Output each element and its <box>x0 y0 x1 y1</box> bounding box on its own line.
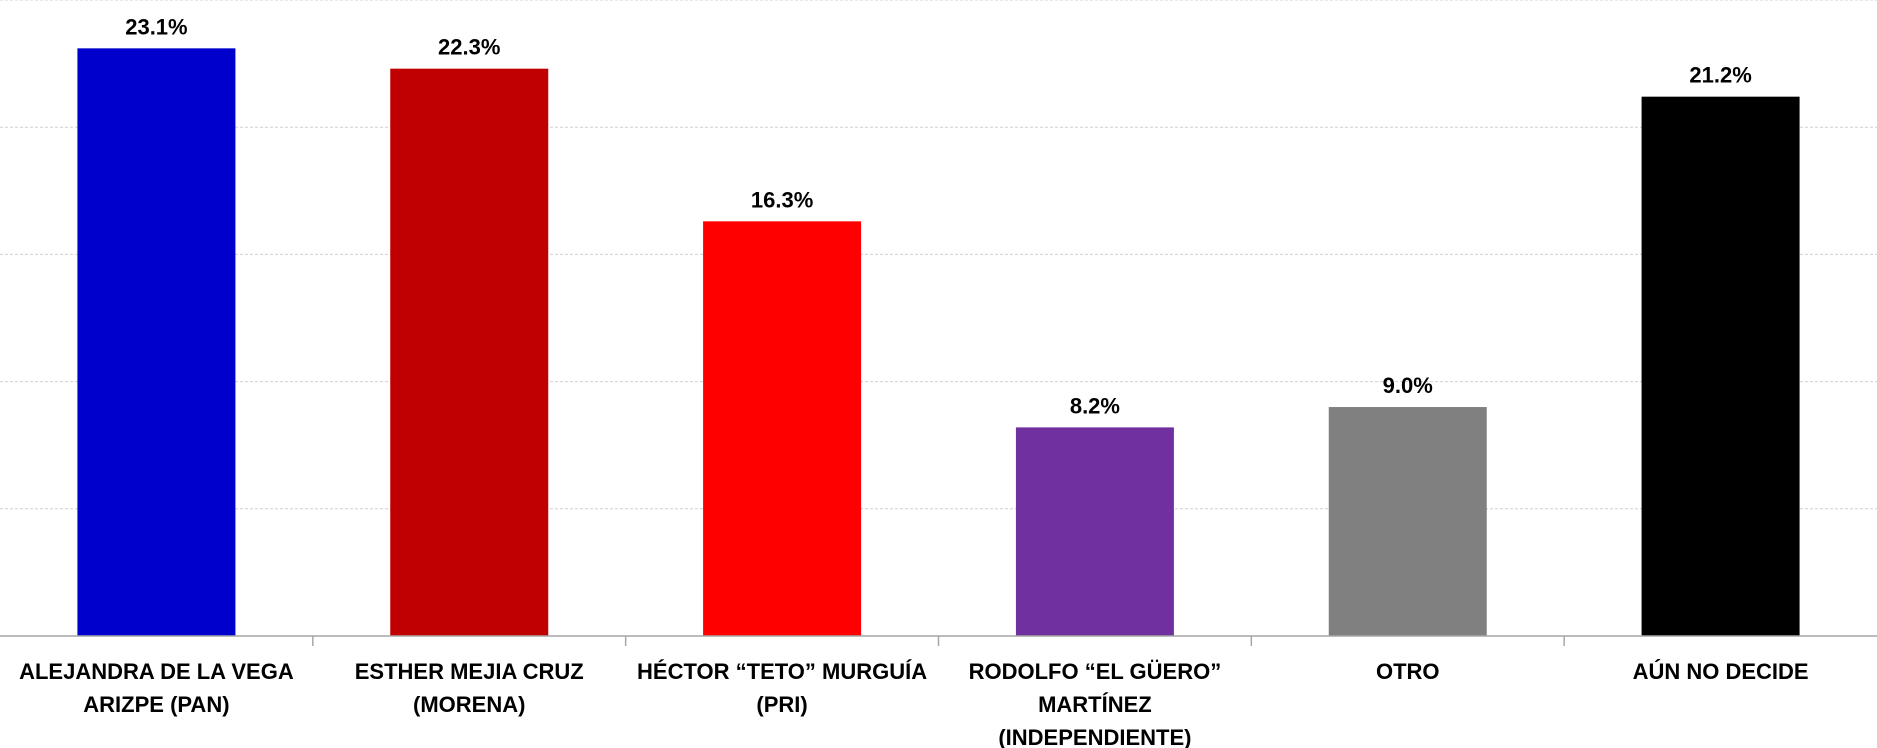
value-labels: 23.1% 22.3% 16.3% 8.2% 9.0% 21.2% <box>125 14 1752 418</box>
bar <box>390 68 549 637</box>
bars <box>77 48 1800 637</box>
gridlines <box>0 0 1877 510</box>
bar <box>77 48 236 636</box>
bar <box>703 221 862 636</box>
data-label: 9.0% <box>1383 373 1433 398</box>
x-axis-ticks <box>312 636 1565 646</box>
data-label: 21.2% <box>1689 63 1751 88</box>
data-label: 16.3% <box>751 187 813 212</box>
data-label: 22.3% <box>438 35 500 60</box>
category-label: RODOLFO “EL GÜERO” MARTÍNEZ (INDEPENDIENTE… <box>969 659 1222 748</box>
category-label: ALEJANDRA DE LA VEGA ARIZPE (PAN) <box>19 659 294 717</box>
bar <box>1015 427 1174 636</box>
bar <box>1328 407 1487 636</box>
data-label: 8.2% <box>1070 393 1120 418</box>
data-label: 23.1% <box>125 14 187 39</box>
bar <box>1641 96 1800 636</box>
category-label: OTRO <box>1376 659 1440 684</box>
category-label: AÚN NO DECIDE <box>1633 659 1809 684</box>
category-label: HÉCTOR “TETO” MURGUÍA (PRI) <box>637 659 927 717</box>
category-labels: ALEJANDRA DE LA VEGA ARIZPE (PAN) ESTHER M… <box>19 659 1808 748</box>
category-label: ESTHER MEJIA CRUZ (MORENA) <box>355 659 584 717</box>
